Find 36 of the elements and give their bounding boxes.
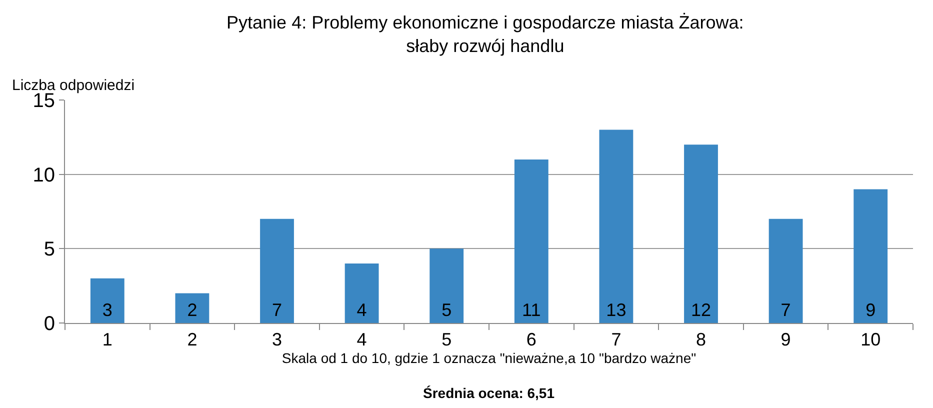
bar [175, 293, 210, 323]
bar [768, 218, 803, 323]
x-tick-label: 10 [860, 330, 881, 350]
data-label: 5 [442, 300, 452, 320]
y-tick-label: 5 [44, 238, 55, 261]
text: Średnia ocena: 6,51 [423, 385, 555, 401]
x-tick-label: 2 [187, 330, 198, 350]
y-tick-label: 0 [44, 313, 55, 335]
x-tick-label: 7 [611, 330, 622, 350]
y-tick-label: 10 [32, 164, 55, 186]
data-label: 7 [780, 300, 791, 320]
x-axis-title: Skala od 1 do 10, gdzie 1 oznacza "nieważne,a 10 "bardzo ważne" [282, 350, 696, 366]
bar [90, 278, 124, 323]
bar [344, 264, 379, 323]
data-label: 12 [690, 300, 712, 320]
data-label: 13 [606, 300, 626, 320]
data-label: 4 [356, 300, 367, 320]
x-tick-label: 4 [356, 330, 367, 350]
data-label: 3 [102, 300, 112, 320]
data-label: 9 [866, 300, 876, 320]
data-label: 11 [522, 300, 541, 320]
bar [430, 248, 464, 323]
x-tick-label: 5 [442, 330, 452, 350]
x-tick-label: 1 [102, 330, 112, 350]
bar [854, 189, 888, 323]
data-label: 2 [187, 300, 198, 320]
bar [260, 218, 294, 323]
bar [684, 144, 718, 323]
bar [599, 130, 634, 323]
data-label: 7 [272, 300, 282, 320]
bar [514, 159, 548, 323]
x-tick-label: 9 [780, 330, 791, 350]
x-tick-label: 6 [526, 330, 536, 350]
chart-title: Pytanie 4: Problemy ekonomiczne i gospodarcze miasta Żarowa: słaby rozwój handlu [226, 12, 744, 56]
x-tick-label: 3 [272, 330, 282, 350]
x-tick-label: 8 [696, 330, 706, 350]
